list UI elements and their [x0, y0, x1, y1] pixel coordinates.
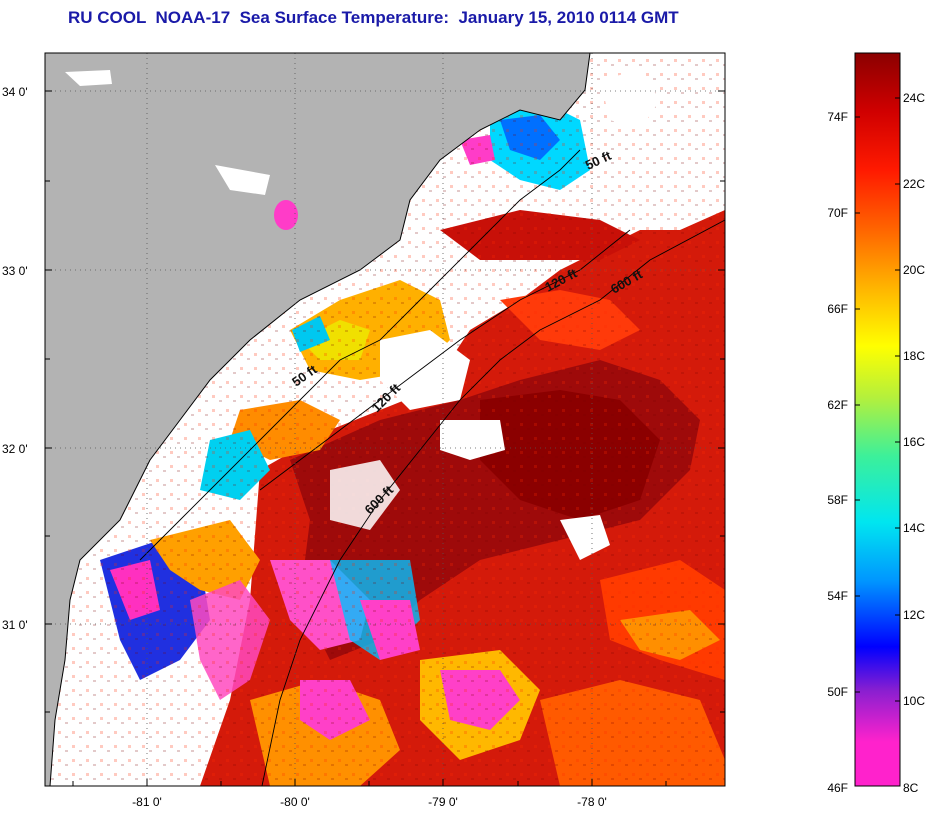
coastline	[49, 53, 591, 786]
colorbar-f-label: 54F	[827, 589, 848, 603]
colorbar-f-label: 70F	[827, 206, 848, 220]
depth-contours	[139, 149, 725, 786]
lon-tick-label: -80 0'	[280, 795, 310, 809]
inland-water	[65, 70, 112, 86]
lat-tick-label: 31 0'	[2, 618, 28, 632]
lon-tick-label: -81 0'	[132, 795, 162, 809]
contour-50ft	[139, 149, 581, 561]
lat-tick-label: 32 0'	[2, 442, 28, 456]
map-plot-area	[45, 53, 725, 786]
map-frame	[44, 52, 726, 787]
colorbar-f-label: 74F	[827, 110, 848, 124]
colorbar-c-label: 18C	[903, 349, 925, 363]
map-title: RU COOL NOAA-17 Sea Surface Temperature:…	[68, 8, 679, 27]
axis-ticks	[45, 90, 725, 786]
colorbar-c-label: 24C	[903, 91, 925, 105]
cloud-patches	[330, 70, 660, 560]
colorbar-c-label: 12C	[903, 608, 925, 622]
colorbar-f-label: 50F	[827, 685, 848, 699]
colorbar-c-label: 16C	[903, 435, 925, 449]
contour-600ft	[261, 219, 725, 786]
lake-sst	[274, 200, 298, 230]
lon-tick-label: -78 0'	[577, 795, 607, 809]
colorbar-ticks	[855, 97, 900, 702]
inland-water	[215, 165, 270, 195]
lon-tick-label: -79 0'	[428, 795, 458, 809]
colorbar-f-label: 58F	[827, 493, 848, 507]
contour-120ft	[259, 229, 631, 491]
colorbar-c-label: 10C	[903, 694, 925, 708]
land-mass	[45, 53, 590, 786]
colorbar-f-label: 46F	[827, 781, 848, 795]
colorbar-c-label: 20C	[903, 263, 925, 277]
colorbar-f-label: 62F	[827, 398, 848, 412]
colorbar: 74F 70F 66F 62F 58F 54F 50F 46F 24C 22C …	[827, 52, 925, 795]
colorbar-f-label: 66F	[827, 302, 848, 316]
colorbar-c-label: 22C	[903, 177, 925, 191]
colorbar-c-label: 14C	[903, 521, 925, 535]
lat-tick-label: 34 0'	[2, 85, 28, 99]
graticule	[45, 53, 725, 786]
colorbar-gradient	[854, 52, 901, 787]
colorbar-c-label: 8C	[903, 781, 919, 795]
lat-tick-label: 33 0'	[2, 264, 28, 278]
